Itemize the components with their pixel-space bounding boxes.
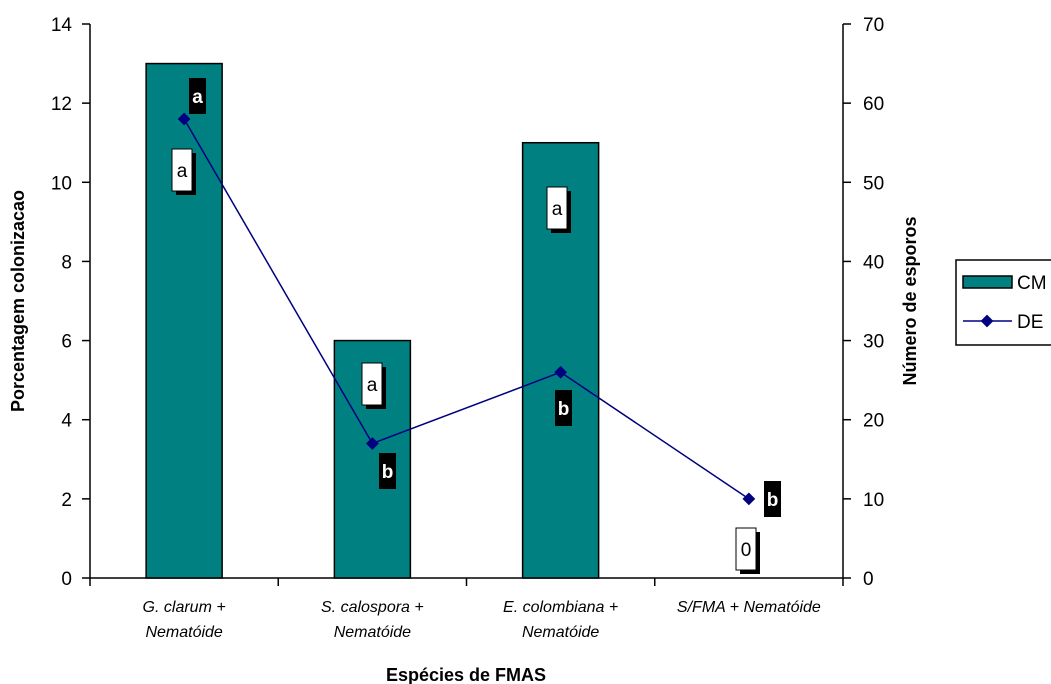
y-right-tick-label: 30 [863,332,884,353]
label-de: b [767,490,779,511]
x-category-label: S/FMA + Nematóide [677,599,821,616]
y-right-tick-label: 0 [863,569,874,590]
bars [145,62,600,579]
y-right-tick-label: 60 [863,94,884,115]
label-box-cm [171,148,193,192]
legend-box [955,259,1051,346]
label-cm: a [177,161,188,182]
y-right-tick-label: 20 [863,411,884,432]
y-left-tick-label: 6 [61,332,72,353]
legend: CM DE [955,259,1051,346]
y-right-tick-label: 50 [863,173,884,194]
legend-label-de: DE [1017,312,1043,333]
x-category-label: Nematóide [522,624,599,641]
x-category-label: Nematóide [334,624,411,641]
significance-labels: a a a 0 a b b b [171,78,781,574]
y-right-tick-label: 10 [863,490,884,511]
label-de: b [382,462,394,483]
label-box-cm [361,362,383,406]
x-category-label: E. colombiana + [503,599,618,616]
label-box-de [379,453,396,489]
y-left-tick-label: 10 [51,173,72,194]
label-box-de [189,78,206,114]
x-axis-title: Espécies de FMAS [386,665,546,684]
label-box-de [764,481,781,517]
label-cm: 0 [741,540,752,561]
line-de [183,118,750,500]
y-left-tick-label: 8 [61,252,72,273]
label-de: b [558,399,570,420]
legend-swatch-cm [962,275,1013,289]
y-right-tick-label: 40 [863,252,884,273]
label-box-cm [735,527,757,571]
bar-cm [145,62,223,579]
y-left-tick-label: 4 [61,411,72,432]
axes: 0 2 4 6 8 10 12 14 0 10 20 30 40 50 60 70 G. clarum + Nem… [51,15,884,641]
y-axis-left-title: Porcentagem colonizacao [8,190,28,412]
y-left-tick-label: 0 [61,569,72,590]
legend-label-cm: CM [1017,273,1047,294]
y-right-tick-label: 70 [863,15,884,36]
y-left-tick-label: 12 [51,94,72,115]
label-de: a [192,87,203,108]
point-de [742,492,756,506]
x-category-label: S. calospora + [321,599,424,616]
point-de [366,437,379,450]
y-left-tick-label: 14 [51,15,73,36]
line-series [177,112,756,506]
label-cm: a [367,375,378,396]
label-cm: a [552,199,563,220]
label-box-de [555,390,572,426]
x-category-label: Nematóide [145,624,222,641]
y-left-tick-label: 2 [61,490,72,511]
x-category-label: G. clarum + [143,599,226,616]
label-box-cm [546,186,568,230]
point-de [177,112,191,126]
y-axis-right-title: Número de esporos [900,216,920,385]
